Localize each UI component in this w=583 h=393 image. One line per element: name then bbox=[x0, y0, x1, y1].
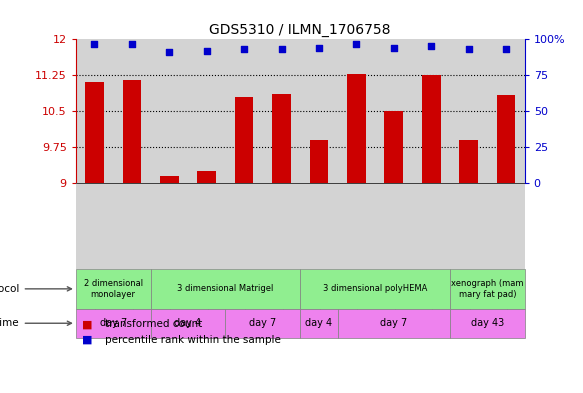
Text: 2 dimensional
monolayer: 2 dimensional monolayer bbox=[83, 279, 143, 299]
Point bbox=[464, 46, 473, 53]
Text: day 4: day 4 bbox=[174, 318, 202, 328]
Bar bbox=[76, 269, 150, 309]
Point bbox=[314, 45, 324, 51]
Bar bbox=[85, 82, 104, 183]
Bar bbox=[150, 309, 226, 338]
Point bbox=[127, 40, 136, 47]
Point bbox=[164, 49, 174, 55]
Point bbox=[352, 40, 361, 47]
Bar bbox=[347, 74, 366, 183]
Text: day 7: day 7 bbox=[249, 318, 276, 328]
Title: GDS5310 / ILMN_1706758: GDS5310 / ILMN_1706758 bbox=[209, 23, 391, 37]
Bar bbox=[310, 140, 328, 183]
Bar bbox=[226, 309, 300, 338]
Text: day 7: day 7 bbox=[100, 318, 127, 328]
Bar bbox=[384, 111, 403, 183]
Bar bbox=[235, 97, 254, 183]
Point bbox=[277, 46, 286, 53]
Text: xenograph (mam
mary fat pad): xenograph (mam mary fat pad) bbox=[451, 279, 524, 299]
Bar bbox=[459, 140, 478, 183]
Bar bbox=[300, 269, 450, 309]
Point bbox=[427, 43, 436, 50]
Bar bbox=[338, 309, 450, 338]
Text: 3 dimensional Matrigel: 3 dimensional Matrigel bbox=[177, 285, 273, 293]
Bar bbox=[450, 309, 525, 338]
Bar bbox=[422, 75, 441, 183]
Text: day 7: day 7 bbox=[380, 318, 408, 328]
Point bbox=[202, 48, 212, 54]
Point bbox=[501, 46, 511, 53]
Text: ■: ■ bbox=[82, 335, 92, 345]
Text: ■: ■ bbox=[82, 319, 92, 329]
Bar bbox=[300, 309, 338, 338]
Text: day 43: day 43 bbox=[470, 318, 504, 328]
Bar bbox=[198, 171, 216, 183]
Text: time: time bbox=[0, 318, 72, 328]
Point bbox=[240, 46, 249, 53]
Bar bbox=[76, 309, 150, 338]
Bar bbox=[497, 95, 515, 183]
Text: 3 dimensional polyHEMA: 3 dimensional polyHEMA bbox=[323, 285, 427, 293]
Bar bbox=[160, 176, 178, 183]
Bar bbox=[122, 80, 141, 183]
Bar bbox=[272, 94, 291, 183]
Text: transformed count: transformed count bbox=[105, 319, 202, 329]
Bar bbox=[150, 269, 300, 309]
Point bbox=[389, 45, 398, 51]
Text: percentile rank within the sample: percentile rank within the sample bbox=[105, 335, 281, 345]
Text: day 4: day 4 bbox=[305, 318, 332, 328]
Text: growth protocol: growth protocol bbox=[0, 284, 72, 294]
Point bbox=[90, 40, 99, 47]
Bar bbox=[450, 269, 525, 309]
